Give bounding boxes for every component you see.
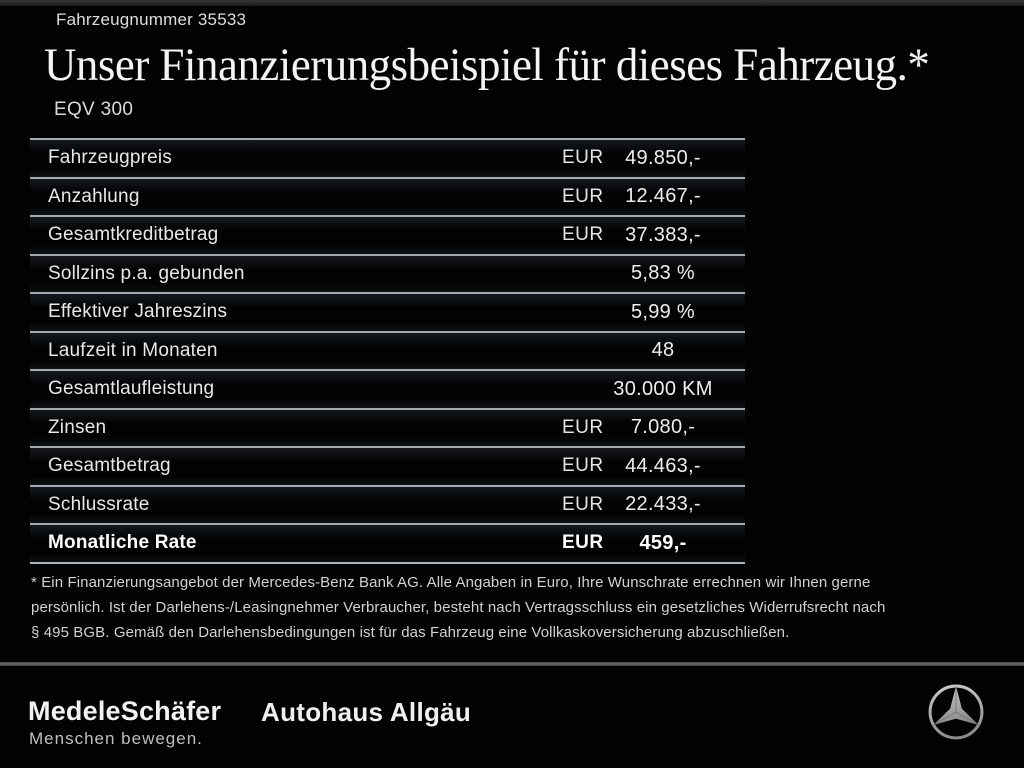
row-value: 37.383,- [625, 223, 701, 246]
mercedes-star-icon [928, 684, 984, 740]
top-edge-strip [0, 0, 1024, 6]
row-currency: EUR [562, 532, 604, 554]
footnote-line: persönlich. Ist der Darlehens-/Leasingne… [31, 599, 886, 616]
row-value-cell: EUR 459,- [540, 525, 745, 562]
row-label: Sollzins p.a. gebunden [48, 262, 245, 284]
row-label: Laufzeit in Monaten [48, 339, 218, 361]
row-value-cell: 48 [540, 333, 745, 370]
footnote-line: * Ein Finanzierungsangebot der Mercedes-… [31, 574, 871, 591]
footnote: * Ein Finanzierungsangebot der Mercedes-… [31, 570, 1006, 645]
row-value-cell: EUR 22.433,- [540, 487, 745, 524]
row-value-cell: EUR 7.080,- [540, 410, 745, 447]
table-row: Effektiver Jahreszins 5,99 % [30, 292, 745, 331]
table-row: Fahrzeugpreis EUR 49.850,- [30, 138, 745, 177]
footer-divider [0, 662, 1024, 666]
row-value: 44.463,- [625, 454, 701, 477]
row-label: Gesamtlaufleistung [48, 378, 215, 400]
row-label: Monatliche Rate [48, 532, 197, 554]
row-label: Gesamtkreditbetrag [48, 224, 219, 246]
row-value-cell: 5,83 % [540, 256, 745, 293]
row-label: Zinsen [48, 416, 107, 438]
table-row: Gesamtlaufleistung 30.000 KM [30, 369, 745, 408]
row-label: Anzahlung [48, 185, 140, 207]
page-title: Unser Finanzierungsbeispiel für dieses F… [44, 39, 930, 91]
row-value: 12.467,- [625, 185, 701, 208]
row-currency: EUR [562, 224, 604, 246]
row-value-cell: EUR 49.850,- [540, 140, 745, 177]
row-value-cell: EUR 37.383,- [540, 217, 745, 254]
row-currency: EUR [562, 493, 604, 515]
row-value-cell: EUR 44.463,- [540, 448, 745, 485]
footnote-line: § 495 BGB. Gemäß den Darlehensbedingunge… [31, 624, 790, 641]
table-row: Laufzeit in Monaten 48 [30, 330, 745, 370]
table-row: Anzahlung EUR 12.467,- [30, 176, 745, 216]
table-row: Monatliche Rate EUR 459,- [30, 523, 745, 562]
row-value-cell: 5,99 % [540, 294, 745, 331]
row-currency: EUR [562, 416, 604, 438]
table-row: Schlussrate EUR 22.433,- [30, 484, 745, 524]
dealer-logo-autohaus-allgaeu: Autohaus Allgäu [261, 697, 472, 727]
row-currency: EUR [562, 185, 604, 207]
row-value: 5,83 % [630, 262, 696, 285]
row-value: 5,99 % [630, 300, 696, 323]
model-name: EQV 300 [54, 99, 134, 120]
table-row: Sollzins p.a. gebunden 5,83 % [30, 253, 745, 293]
row-label: Fahrzeugpreis [48, 147, 173, 169]
dealer-tagline: Menschen bewegen. [29, 729, 203, 748]
row-value: 7.080,- [630, 416, 696, 439]
row-label: Effektiver Jahreszins [48, 301, 228, 323]
row-label: Gesamtbetrag [48, 455, 171, 477]
row-label: Schlussrate [48, 493, 150, 515]
table-row: Zinsen EUR 7.080,- [30, 407, 745, 447]
row-value: 49.850,- [625, 146, 701, 169]
row-currency: EUR [562, 147, 604, 169]
table-row: Gesamtbetrag EUR 44.463,- [30, 446, 745, 485]
financing-table: Fahrzeugpreis EUR 49.850,- Anzahlung EUR… [30, 138, 745, 564]
row-value: 48 [651, 339, 675, 362]
row-value-cell: 30.000 KM [540, 371, 745, 408]
row-value: 30.000 KM [613, 377, 713, 400]
row-value-cell: EUR 12.467,- [540, 179, 745, 216]
table-row: Gesamtkreditbetrag EUR 37.383,- [30, 215, 745, 254]
row-value: 22.433,- [625, 493, 701, 516]
dealer-logo-medeleschaefer: MedeleSchäfer [28, 696, 222, 726]
row-value: 459,- [639, 531, 687, 554]
row-currency: EUR [562, 455, 604, 477]
vehicle-number: Fahrzeugnummer 35533 [56, 10, 247, 29]
